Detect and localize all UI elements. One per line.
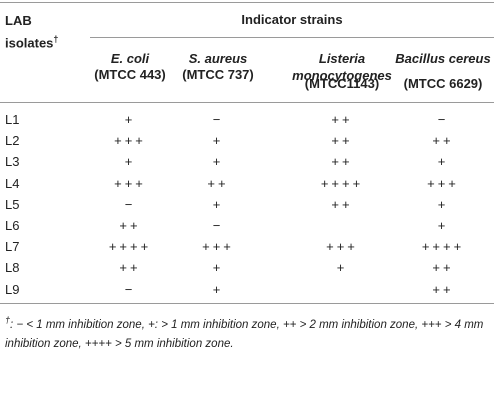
top-rule	[0, 2, 494, 3]
cell: ++	[432, 133, 454, 149]
row-label: L7	[5, 239, 20, 255]
footnote: †: − < 1 mm inhibition zone, +: > 1 mm i…	[5, 311, 489, 354]
body-rule	[0, 303, 494, 304]
cell: ++	[119, 218, 141, 233]
cell: ++++	[421, 239, 465, 255]
cell: +	[212, 281, 224, 297]
column-code: (MTCC 443)	[94, 67, 166, 82]
cell: +	[124, 154, 136, 170]
column-code: (MTCC 737)	[182, 67, 254, 82]
cell: ++++	[320, 175, 364, 191]
cell: −	[124, 281, 136, 297]
cell: +++	[114, 175, 146, 191]
cell: +	[212, 133, 224, 149]
cell: +++	[326, 239, 358, 255]
cell: +++	[427, 175, 459, 191]
column-code: (MTCC1143)	[304, 76, 380, 91]
footnote-text: : − < 1 mm inhibition zone, +: > 1 mm in…	[5, 318, 484, 350]
cell: +	[336, 260, 348, 276]
cell: ++	[331, 133, 353, 149]
cell: ++++	[108, 239, 152, 255]
header-rule	[0, 102, 494, 103]
column-name: S. aureus	[188, 51, 248, 66]
cell: ++	[207, 175, 229, 191]
cell: −	[437, 112, 449, 127]
column-name: Listeria monocytogenes	[292, 51, 392, 83]
cell: ++	[331, 196, 353, 212]
row-label: L1	[5, 112, 20, 127]
cell: +	[437, 218, 449, 233]
cell: +++	[202, 239, 234, 255]
row-label: L2	[5, 133, 20, 149]
footnote-mark: †	[5, 315, 11, 325]
group-rule	[90, 37, 494, 38]
cell: ++	[331, 154, 353, 170]
corner-mark: †	[53, 34, 59, 44]
column-name: E. coli	[110, 51, 150, 66]
row-label: L9	[5, 281, 20, 297]
cell: ++	[432, 281, 454, 297]
cell: −	[212, 218, 224, 233]
row-label: L8	[5, 260, 20, 276]
cell: −	[124, 196, 136, 212]
cell: ++	[432, 260, 454, 276]
row-label: L3	[5, 154, 20, 170]
cell: ++	[119, 260, 141, 276]
row-label: L6	[5, 218, 20, 233]
cell: +	[212, 154, 224, 170]
corner-text: LAB isolates	[5, 13, 54, 51]
cell: +	[212, 196, 224, 212]
cell: +++	[114, 133, 146, 149]
cell: +	[437, 154, 449, 170]
cell: +	[212, 260, 224, 276]
cell: +	[437, 196, 449, 212]
column-name: Bacillus cereus	[395, 51, 491, 66]
cell: +	[124, 112, 136, 127]
cell: −	[212, 112, 224, 127]
group-header: Indicator strains	[241, 12, 343, 27]
corner-header: LAB isolates†	[5, 12, 85, 52]
row-label: L4	[5, 175, 20, 191]
cell: ++	[331, 112, 353, 127]
row-label: L5	[5, 196, 20, 212]
column-code: (MTCC 6629)	[403, 76, 483, 91]
